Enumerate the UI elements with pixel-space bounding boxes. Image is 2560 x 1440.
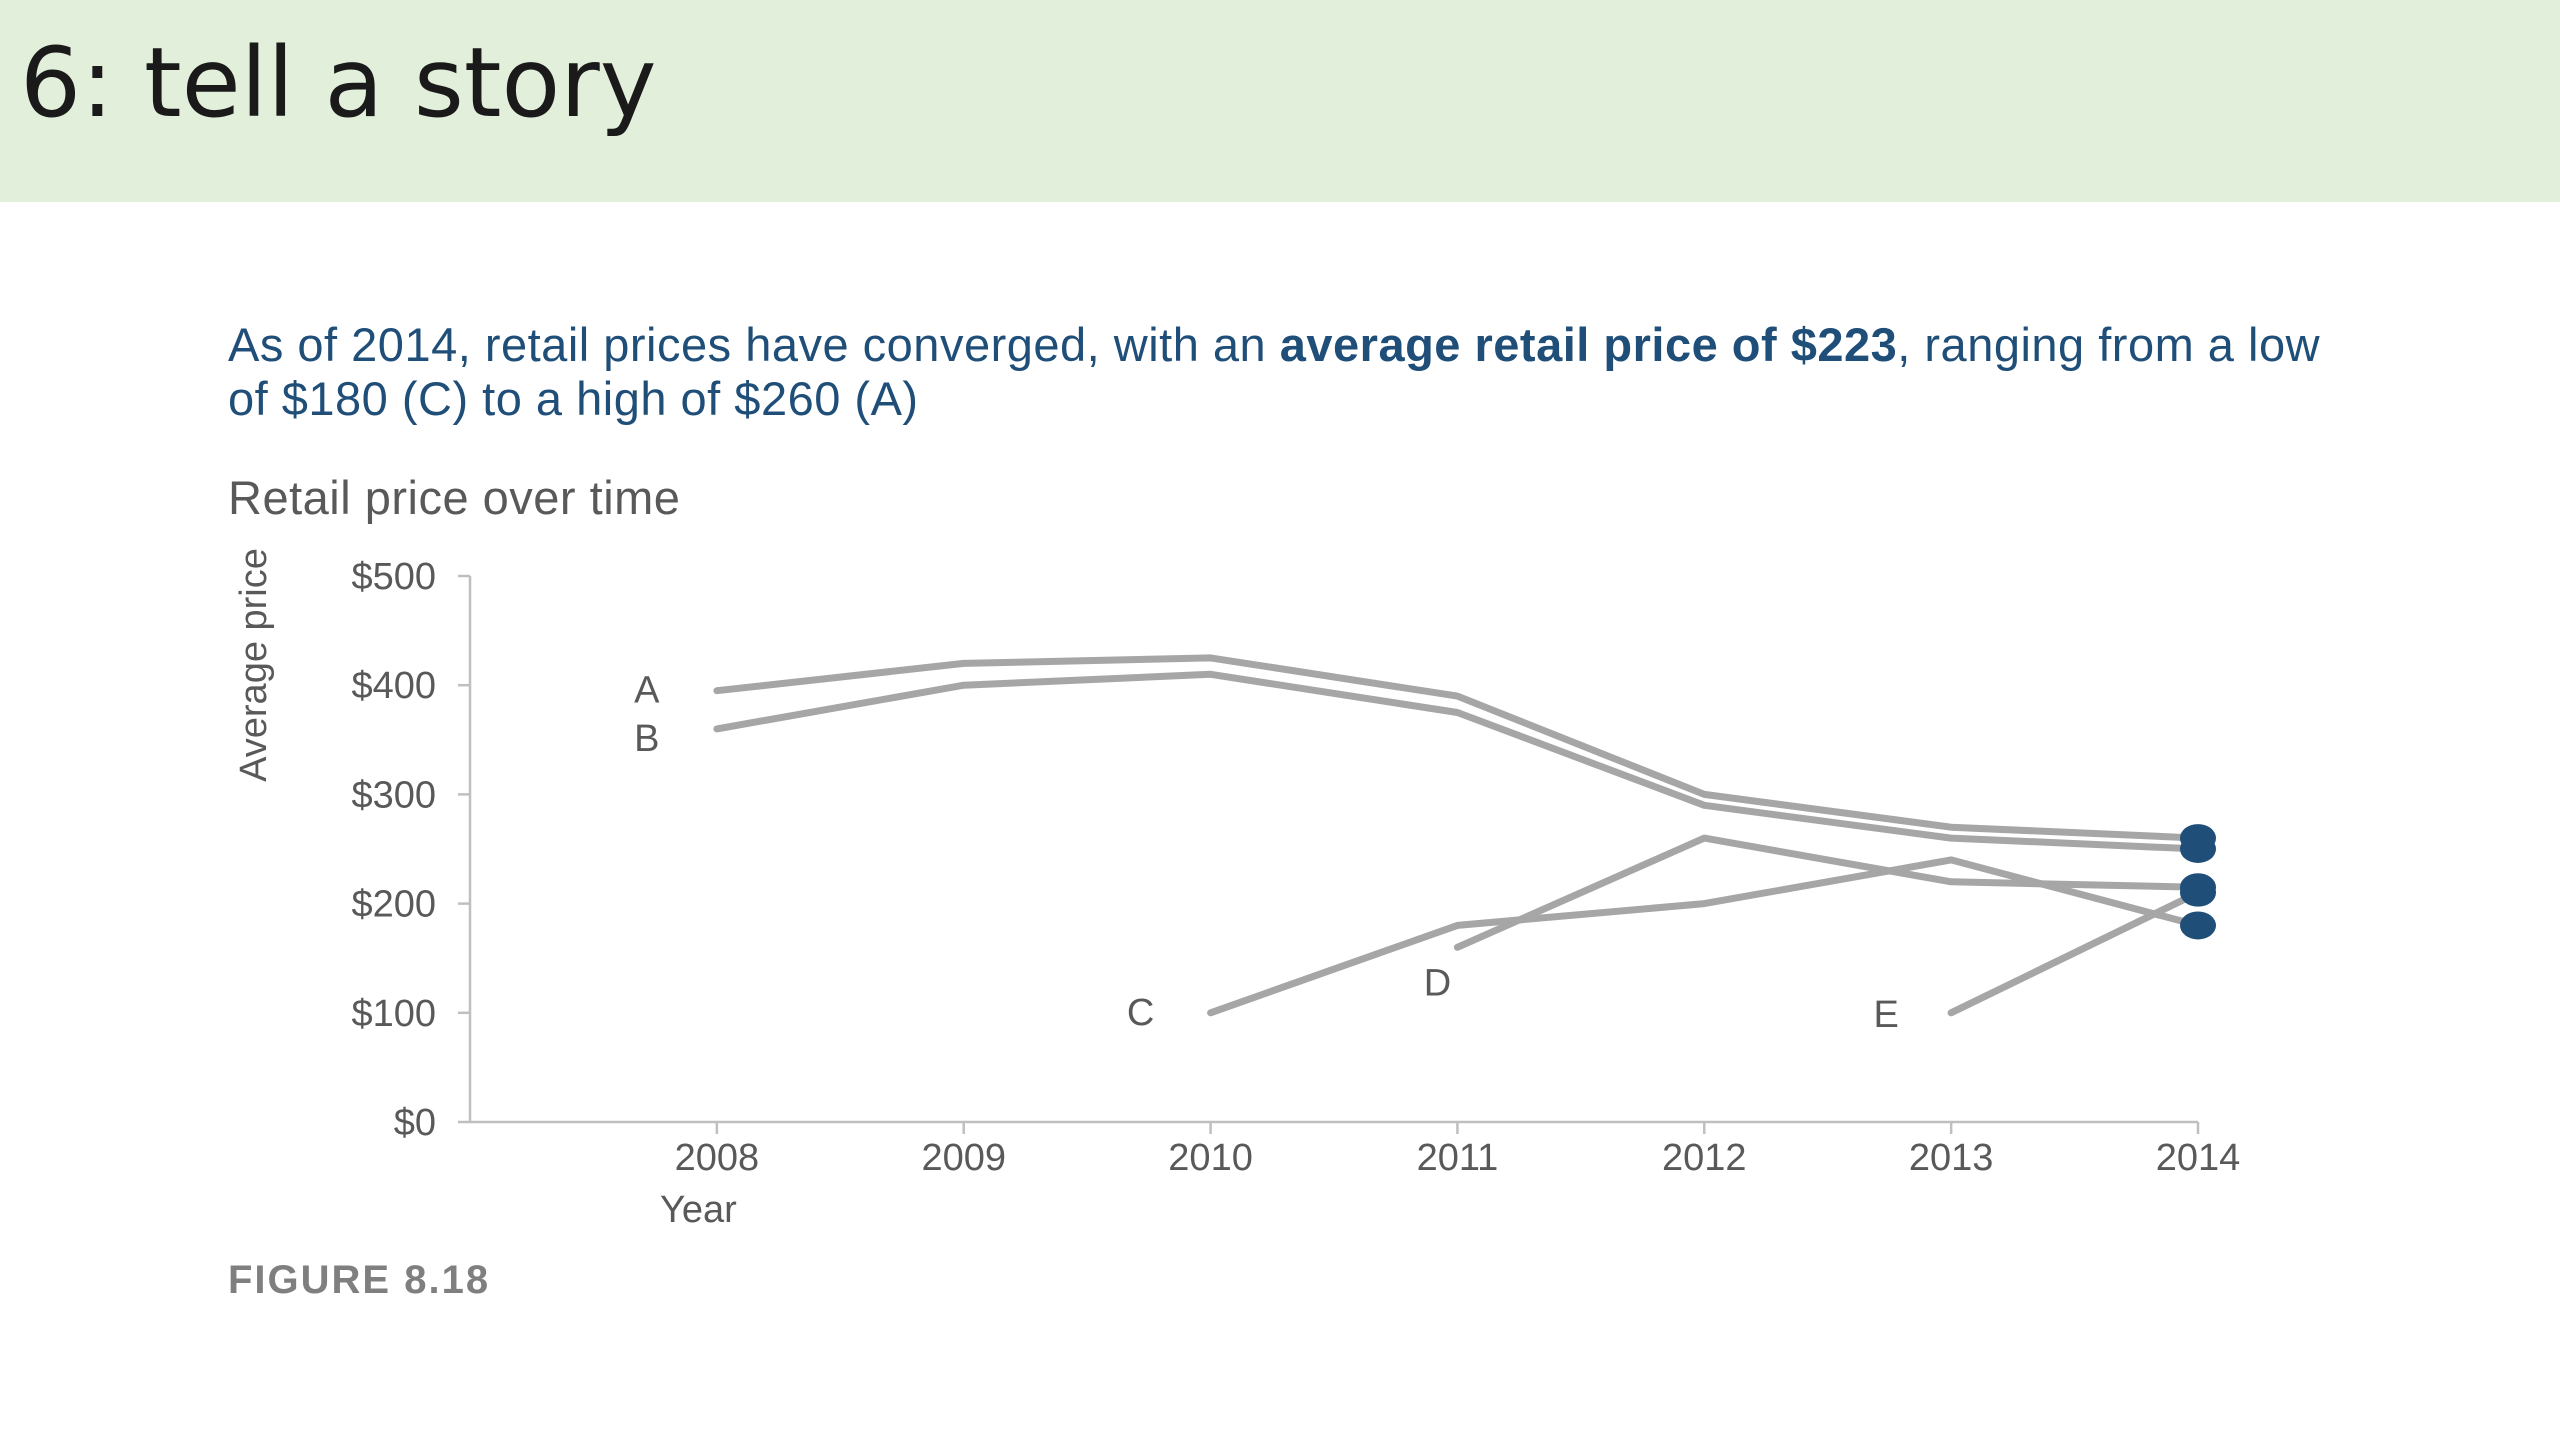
y-tick-label: $400 [351, 665, 436, 707]
chart-series-labels: AB C D E [634, 670, 1899, 1036]
y-tick-label: $0 [394, 1102, 436, 1144]
x-tick-label: 2008 [675, 1137, 760, 1179]
x-tick-label: 2010 [1168, 1137, 1253, 1179]
series-label-e: E [1873, 994, 1898, 1036]
series-label-c: C [1127, 992, 1154, 1034]
chart-axes: $0 $100 $200 $300 $400 $500 2008 2009 2010 2011 20… [351, 556, 2240, 1179]
series-label-a: A [634, 670, 660, 712]
slide-title: 6: tell a story [20, 27, 657, 139]
series-line-e [1947, 889, 2202, 1017]
headline-text-end: , ranging from a low of $180 (C) to a hi… [228, 318, 2321, 425]
endpoint-marker-c [2180, 911, 2216, 940]
y-tick-label: $500 [351, 556, 436, 598]
figure-caption: FIGURE 8.18 [228, 1258, 491, 1302]
x-tick-label: 2014 [2156, 1137, 2241, 1179]
chart-series-lines [713, 654, 2202, 1017]
series-line-d [1453, 834, 2202, 951]
y-tick-label: $100 [351, 993, 436, 1035]
chart-endpoint-markers [2180, 824, 2216, 940]
headline-text-start: As of 2014, retail prices have converged… [228, 318, 1280, 371]
series-line-a [713, 654, 2202, 842]
x-tick-label: 2013 [1909, 1137, 1994, 1179]
series-line-b [713, 670, 2202, 853]
header-band [0, 0, 2560, 202]
x-tick-label: 2009 [921, 1137, 1006, 1179]
chart-headline: As of 2014, retail prices have converged… [228, 318, 2328, 426]
x-tick-label: 2011 [1417, 1137, 1499, 1179]
y-tick-label: $300 [351, 774, 436, 816]
series-label-d: D [1424, 962, 1451, 1004]
y-tick-label: $200 [351, 884, 436, 926]
endpoint-marker-e [2180, 878, 2216, 907]
endpoint-marker-b [2180, 835, 2216, 863]
series-label-b: B [634, 718, 659, 760]
chart-title: Retail price over time [228, 471, 681, 524]
x-tick-label: 2012 [1662, 1137, 1747, 1179]
x-axis-title: Year [660, 1189, 737, 1231]
y-axis-title: Average price [233, 548, 275, 782]
headline-bold-text: average retail price of $223 [1279, 318, 1898, 371]
